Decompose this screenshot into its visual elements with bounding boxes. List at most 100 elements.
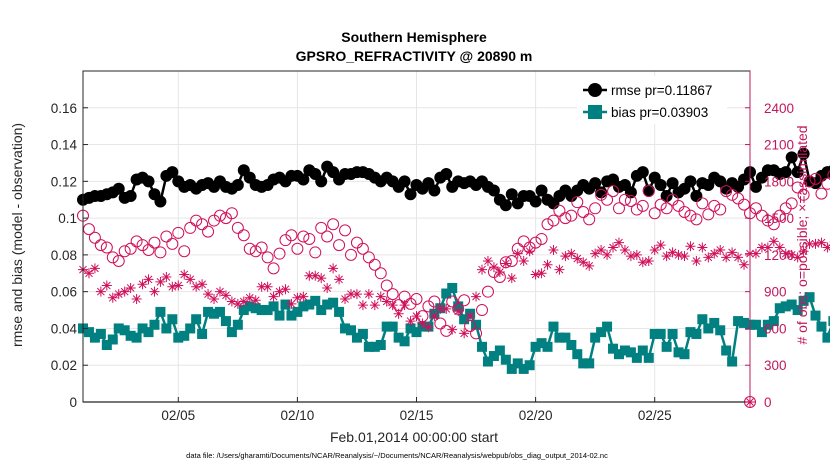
- bias-point: [530, 341, 541, 352]
- assimilated-point: [673, 249, 684, 260]
- possible-point: [410, 293, 423, 306]
- assimilated-point: [203, 289, 214, 300]
- possible-point: [213, 209, 226, 222]
- bias-point: [655, 328, 666, 339]
- assimilated-point: [250, 295, 261, 306]
- possible-point: [88, 231, 101, 244]
- rmse-point: [124, 190, 137, 203]
- bias-point: [459, 314, 470, 325]
- bias-point: [83, 327, 94, 338]
- assimilated-point: [256, 281, 267, 292]
- assimilated-point: [197, 279, 208, 290]
- assimilated-point: [703, 252, 714, 263]
- possible-point: [589, 202, 602, 215]
- possible-point: [124, 242, 137, 255]
- assimilated-point: [322, 282, 333, 293]
- bias-point: [143, 327, 154, 338]
- assimilated-point: [756, 242, 767, 253]
- bias-point: [179, 330, 190, 341]
- bias-point: [709, 317, 720, 328]
- bias-point: [590, 332, 601, 343]
- bias-point: [328, 297, 339, 308]
- assimilated-point: [375, 291, 386, 302]
- assimilated-point: [488, 262, 499, 273]
- bias-point: [715, 325, 726, 336]
- assimilated-point: [625, 251, 636, 262]
- assimilated-point: [125, 282, 136, 293]
- possible-point: [553, 204, 566, 217]
- possible-point: [571, 196, 584, 209]
- legend-rmse-marker: [588, 83, 602, 97]
- bias-point: [375, 339, 386, 350]
- rmse-point: [315, 175, 328, 188]
- bias-point: [220, 316, 231, 327]
- bias-point: [548, 321, 559, 332]
- assimilated-point: [280, 284, 291, 295]
- legend-rmse-label: rmse pr=0.11867: [611, 83, 712, 98]
- bias-point: [578, 358, 589, 369]
- assimilated-point: [733, 252, 744, 263]
- possible-point: [154, 246, 167, 259]
- bias-point: [477, 341, 488, 352]
- bias-point: [471, 319, 482, 330]
- possible-point: [148, 236, 161, 249]
- bias-point: [125, 330, 136, 341]
- x-tick-label: 02/25: [638, 408, 672, 423]
- assimilated-point: [179, 269, 190, 280]
- possible-point: [535, 232, 548, 245]
- assimilated-point: [542, 259, 553, 270]
- assimilated-point: [780, 248, 791, 259]
- y2-tick-label: 600: [764, 321, 787, 336]
- possible-point: [654, 198, 667, 211]
- assimilated-point: [804, 238, 815, 249]
- bias-point: [572, 349, 583, 360]
- assimilated-point: [423, 322, 434, 333]
- possible-point: [434, 317, 447, 330]
- possible-point: [243, 242, 256, 255]
- bias-point: [697, 314, 708, 325]
- assimilated-point: [83, 268, 94, 279]
- assimilated-point: [334, 274, 345, 285]
- bias-point: [351, 332, 362, 343]
- possible-point: [809, 172, 822, 185]
- bias-point: [214, 306, 225, 317]
- bias-point: [185, 323, 196, 334]
- possible-point: [339, 224, 352, 237]
- x-tick-label: 02/05: [161, 408, 195, 423]
- possible-point: [642, 185, 655, 198]
- rmse-point: [660, 190, 673, 203]
- rmse-point: [398, 175, 411, 188]
- possible-point: [273, 247, 286, 260]
- possible-point: [803, 175, 816, 188]
- bias-point: [441, 288, 452, 299]
- legend: rmse pr=0.11867 bias pr=0.03903: [577, 76, 727, 124]
- rmse-point: [166, 166, 179, 179]
- assimilated-point: [774, 242, 785, 253]
- possible-point: [142, 243, 155, 256]
- bias-point: [322, 299, 333, 310]
- possible-point: [767, 218, 780, 231]
- assimilated-point: [89, 263, 100, 274]
- y-tick-label: 0.06: [51, 285, 77, 300]
- bias-point: [119, 325, 130, 336]
- bias-point: [286, 310, 297, 321]
- legend-bias-label: bias pr=0.03903: [611, 105, 708, 120]
- possible-point: [648, 207, 661, 220]
- possible-point: [255, 241, 268, 254]
- assimilated-point: [149, 286, 160, 297]
- y-axis-left: 0 0.02 0.04 0.06 0.08 0.1 0.12 0.14 0.16: [51, 101, 88, 410]
- assimilated-point: [637, 257, 648, 268]
- bias-point: [316, 305, 327, 316]
- bias-point: [304, 299, 315, 310]
- y-tick-label: 0.16: [51, 101, 77, 116]
- bias-point: [512, 358, 523, 369]
- assimilated-point: [173, 280, 184, 291]
- bias-point: [643, 352, 654, 363]
- possible-point: [118, 245, 131, 258]
- assimilated-point: [590, 248, 601, 259]
- y2-tick-label: 0: [764, 395, 772, 410]
- y-tick-label: 0.02: [51, 358, 77, 373]
- assimilated-point: [369, 300, 380, 311]
- bias-point: [780, 301, 791, 312]
